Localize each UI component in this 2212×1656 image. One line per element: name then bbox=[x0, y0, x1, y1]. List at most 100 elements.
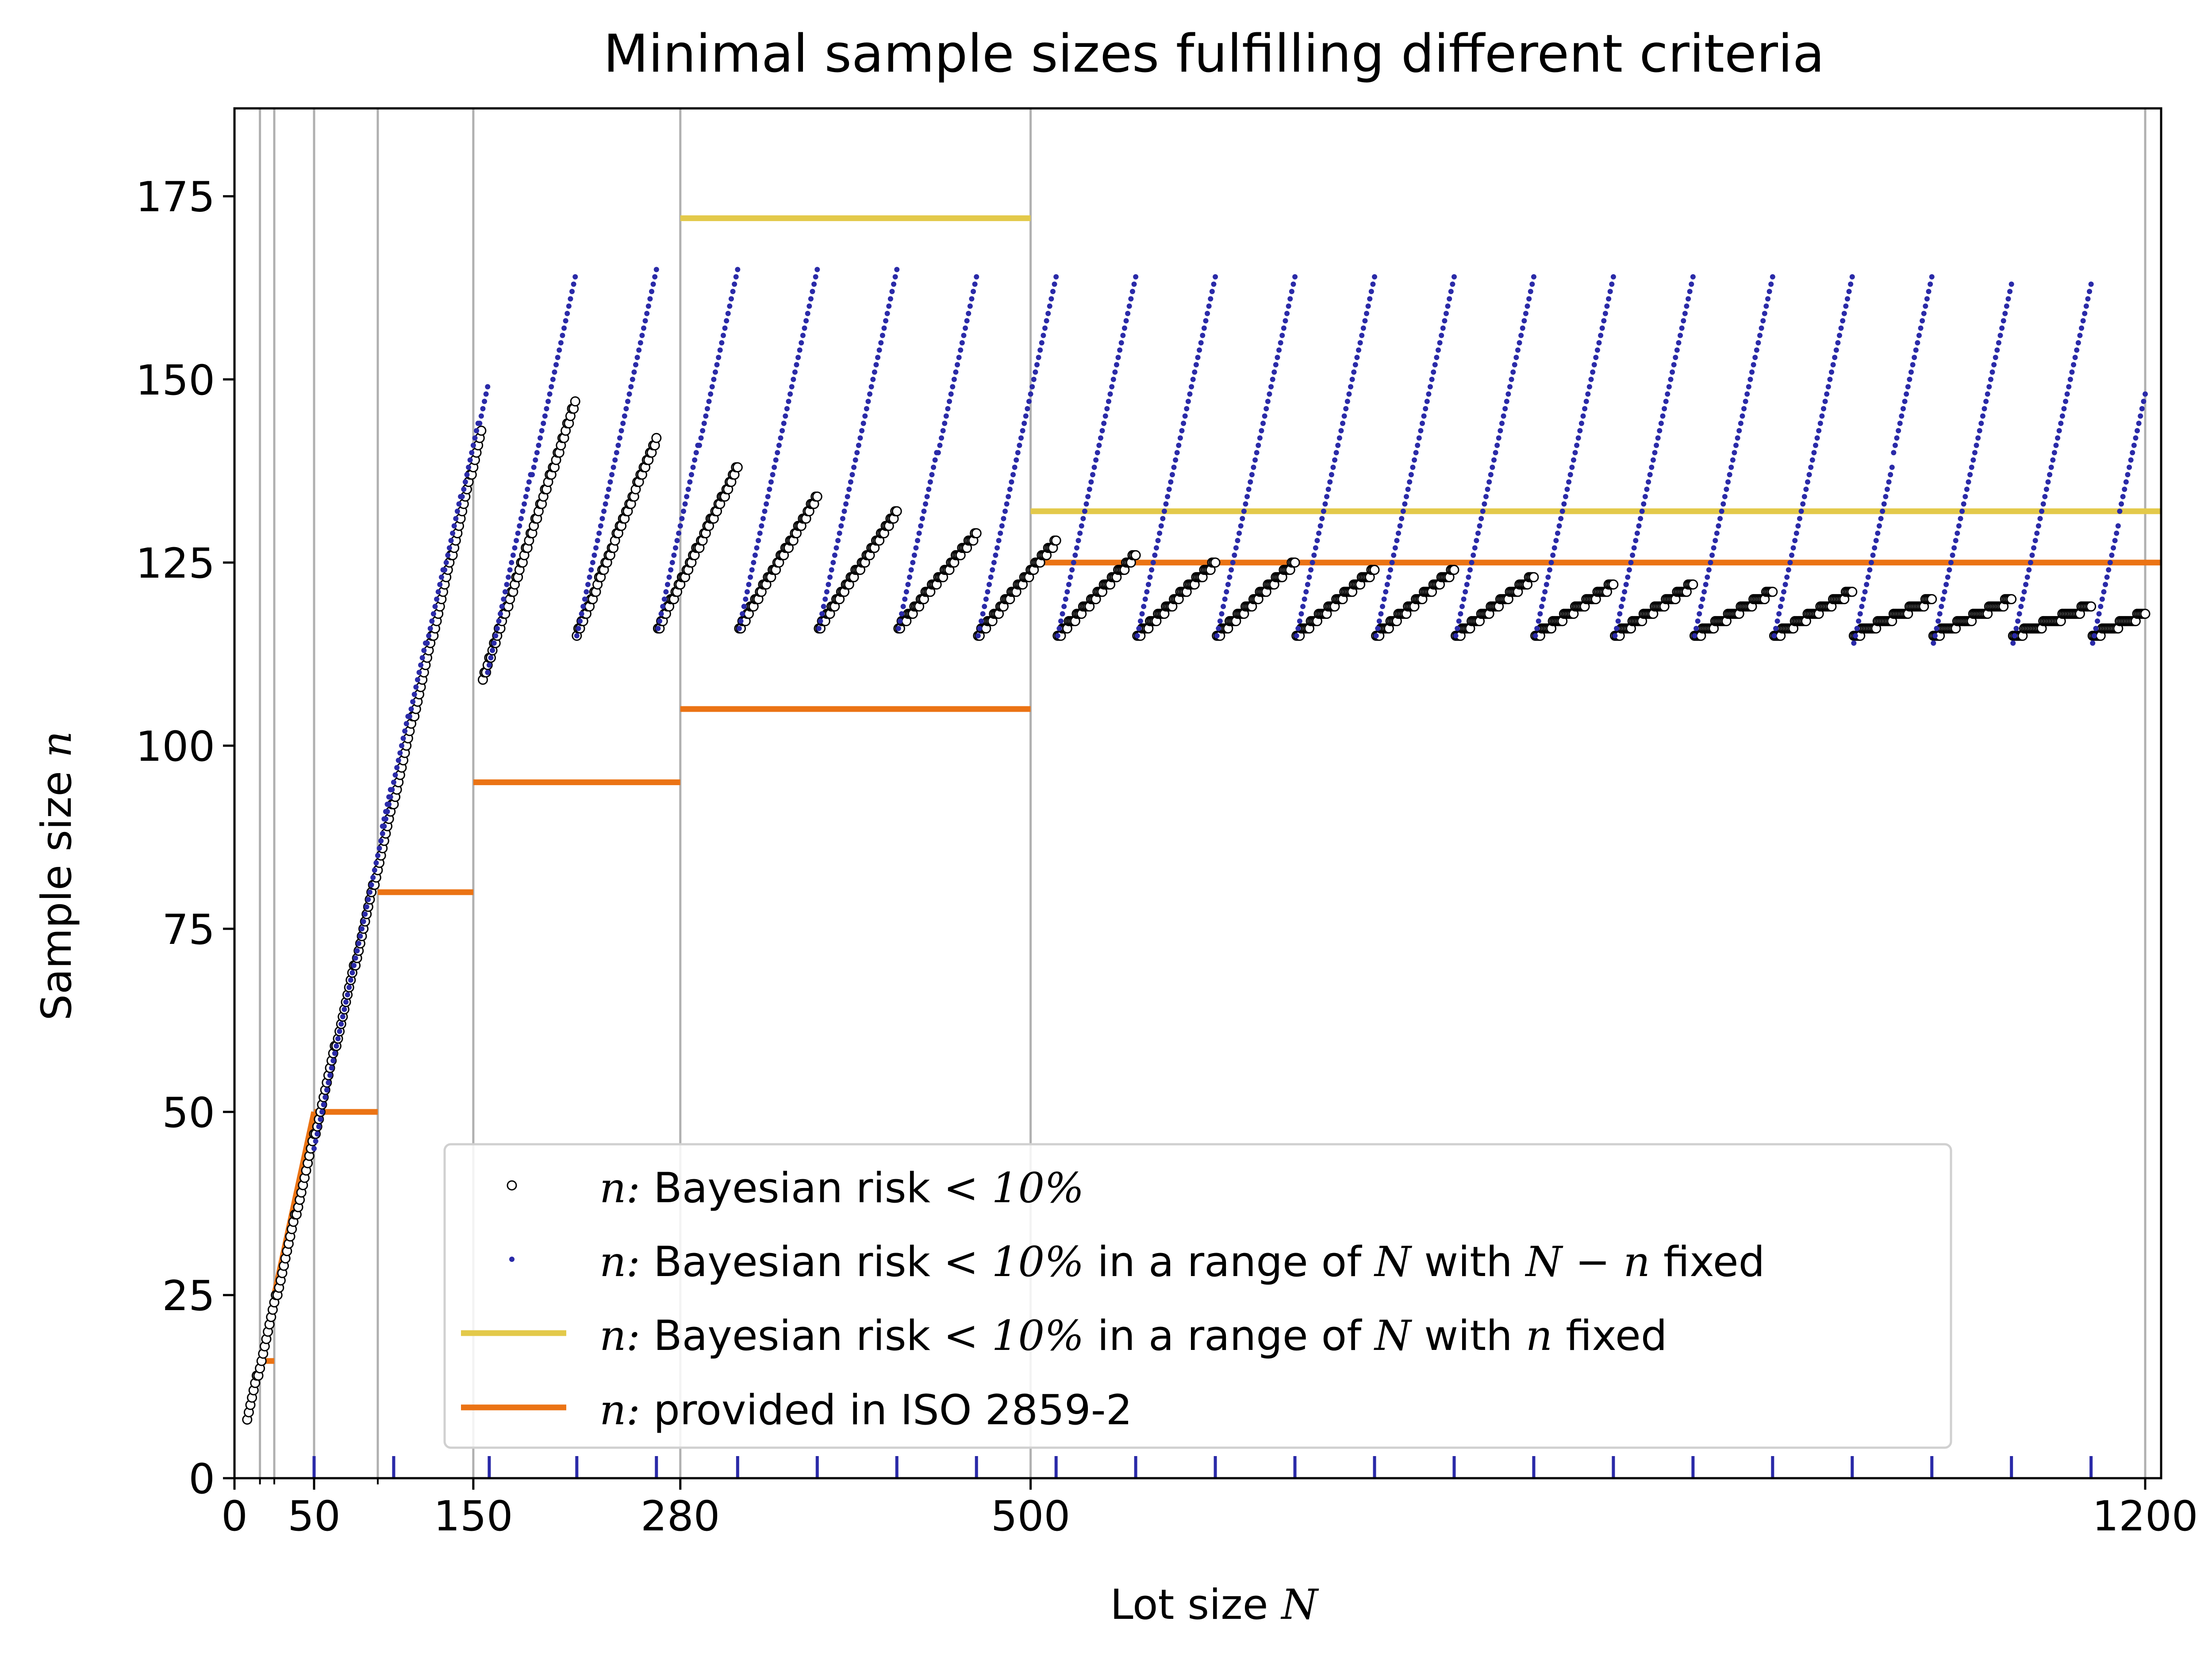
legend-suffix-part: n bbox=[1526, 1312, 1553, 1360]
n-minus-point bbox=[1060, 611, 1065, 617]
n-minus-point bbox=[719, 340, 725, 345]
n-minus-point bbox=[526, 479, 532, 485]
n-minus-point bbox=[580, 604, 586, 610]
n-minus-point bbox=[759, 523, 764, 529]
n-minus-point bbox=[1915, 340, 1920, 345]
legend-suffix-part: of bbox=[1321, 1238, 1363, 1286]
n-minus-point bbox=[595, 538, 600, 544]
n-minus-point bbox=[948, 391, 954, 397]
n-minus-point bbox=[1343, 406, 1349, 412]
n-minus-point bbox=[1166, 487, 1172, 492]
n-minus-point bbox=[911, 552, 917, 558]
n-minus-point bbox=[757, 530, 763, 536]
n-minus-point bbox=[1015, 450, 1021, 456]
n-minus-point bbox=[435, 589, 441, 595]
n-minus-point bbox=[625, 399, 630, 404]
n-minus-point bbox=[985, 589, 991, 595]
n-minus-point bbox=[1526, 296, 1532, 302]
n-minus-point bbox=[1373, 633, 1379, 639]
n-minus-point bbox=[1959, 508, 1965, 514]
n-minus-point bbox=[1727, 472, 1732, 478]
n-minus-point bbox=[1536, 618, 1541, 624]
n-minus-point bbox=[485, 384, 491, 390]
n-minus-point bbox=[813, 274, 818, 280]
n-minus-point bbox=[2083, 303, 2089, 309]
n-minus-point bbox=[1144, 589, 1150, 595]
n-minus-point bbox=[1816, 428, 1822, 433]
n-minus-point bbox=[1176, 442, 1182, 448]
n-minus-point bbox=[582, 596, 588, 602]
n-minus-point bbox=[680, 508, 686, 514]
n-minus-point bbox=[1700, 596, 1705, 602]
n-minus-point bbox=[1367, 296, 1373, 302]
n-minus-point bbox=[953, 369, 959, 375]
axes: 0 50 150 280 500 1200 0 25 50 75 100 125 150 175 bbox=[136, 107, 2198, 1541]
n-minus-point bbox=[357, 933, 363, 939]
legend-suffix-part bbox=[1650, 1238, 1663, 1286]
n-minus-point bbox=[1844, 296, 1850, 302]
n-minus-point bbox=[693, 450, 699, 456]
legend-suffix-part bbox=[1562, 1238, 1575, 1286]
n-minus-point bbox=[1248, 479, 1253, 485]
n-minus-point bbox=[1034, 362, 1040, 368]
n-minus-point bbox=[1072, 552, 1078, 558]
n-minus-point bbox=[1566, 479, 1572, 485]
n-minus-point bbox=[1125, 310, 1131, 316]
n-minus-point bbox=[974, 274, 979, 280]
n-minus-point bbox=[1505, 391, 1511, 397]
n-minus-point bbox=[1493, 450, 1498, 456]
n-minus-point bbox=[1275, 355, 1280, 360]
n-minus-point bbox=[1790, 545, 1796, 551]
n-minus-point bbox=[760, 516, 766, 521]
n-minus-point bbox=[799, 340, 804, 345]
n-minus-point bbox=[494, 625, 500, 631]
n-minus-point bbox=[568, 296, 573, 302]
n-minus-point bbox=[872, 369, 877, 375]
n-minus-point bbox=[1195, 355, 1201, 360]
n-minus-point bbox=[1233, 545, 1239, 551]
n-minus-point bbox=[1982, 406, 1987, 412]
n-minus-point bbox=[346, 985, 352, 990]
n-minus-point bbox=[498, 611, 503, 617]
n-minus-point bbox=[1112, 369, 1118, 375]
n-minus-point bbox=[775, 450, 780, 456]
n-minus-point bbox=[1658, 421, 1664, 426]
n-minus-point bbox=[1759, 325, 1764, 331]
n-minus-point bbox=[1474, 538, 1479, 544]
n-minus-point bbox=[1970, 457, 1976, 463]
n-minus-point bbox=[1555, 530, 1560, 536]
n-minus-point bbox=[1532, 633, 1538, 639]
n-minus-point bbox=[977, 625, 983, 631]
n-minus-point bbox=[343, 999, 349, 1005]
n-minus-point bbox=[1160, 516, 1166, 521]
n-minus-point bbox=[735, 267, 741, 272]
n-minus-point bbox=[746, 582, 752, 587]
n-minus-point bbox=[518, 516, 524, 521]
n-minus-point bbox=[1771, 633, 1777, 639]
n-minus-point bbox=[1061, 604, 1067, 610]
n-minus-point bbox=[1017, 442, 1022, 448]
n-minus-point bbox=[362, 911, 368, 917]
n-minus-point bbox=[1447, 296, 1452, 302]
n-minus-point bbox=[319, 1109, 325, 1115]
n-minus-point bbox=[369, 882, 374, 888]
n-minus-point bbox=[459, 494, 465, 499]
n-minus-point bbox=[424, 640, 430, 646]
n-minus-point bbox=[1835, 340, 1841, 345]
n-minus-point bbox=[851, 464, 857, 470]
n-minus-point bbox=[1424, 399, 1430, 404]
n-minus-point bbox=[330, 1058, 336, 1063]
n-minus-point bbox=[1042, 325, 1048, 331]
n-minus-point bbox=[1857, 611, 1863, 617]
n-minus-point bbox=[1096, 442, 1102, 448]
n-minus-point bbox=[688, 472, 694, 478]
n-minus-point bbox=[321, 1102, 326, 1108]
n-minus-point bbox=[1703, 582, 1709, 587]
n-minus-point bbox=[2047, 472, 2053, 478]
n-minus-point bbox=[2037, 516, 2043, 521]
n-minus-point bbox=[1171, 464, 1177, 470]
n-minus-point bbox=[386, 794, 392, 800]
n-minus-point bbox=[1235, 538, 1240, 544]
n-minus-point bbox=[837, 530, 842, 536]
n-minus-point bbox=[1795, 523, 1801, 529]
